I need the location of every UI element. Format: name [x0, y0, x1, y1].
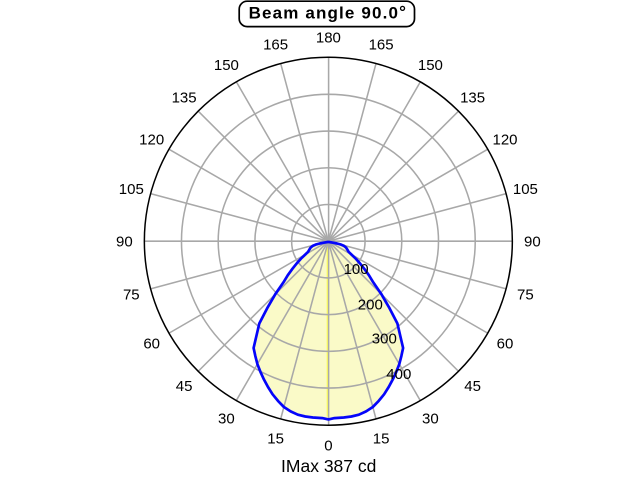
svg-text:60: 60	[497, 336, 514, 353]
svg-text:120: 120	[492, 132, 517, 149]
svg-text:165: 165	[263, 37, 288, 54]
svg-text:0: 0	[324, 438, 332, 455]
svg-text:400: 400	[386, 366, 411, 383]
svg-text:200: 200	[358, 296, 383, 313]
svg-text:15: 15	[373, 431, 390, 448]
svg-text:100: 100	[344, 261, 369, 278]
svg-text:90: 90	[116, 234, 133, 251]
svg-text:75: 75	[517, 286, 534, 303]
svg-text:30: 30	[422, 410, 439, 427]
svg-text:300: 300	[372, 330, 397, 347]
svg-text:180: 180	[316, 30, 341, 47]
svg-text:60: 60	[143, 336, 160, 353]
svg-text:105: 105	[119, 181, 144, 198]
svg-text:15: 15	[267, 431, 284, 448]
svg-text:150: 150	[418, 57, 443, 74]
svg-text:75: 75	[123, 286, 140, 303]
svg-text:165: 165	[369, 37, 394, 54]
svg-text:45: 45	[176, 378, 193, 395]
svg-text:30: 30	[218, 410, 235, 427]
svg-text:105: 105	[513, 181, 538, 198]
svg-text:Beam angle 90.0°: Beam angle 90.0°	[249, 3, 407, 23]
svg-text:IMax 387 cd: IMax 387 cd	[281, 456, 376, 476]
svg-text:150: 150	[214, 57, 239, 74]
svg-text:135: 135	[460, 89, 485, 106]
svg-text:90: 90	[524, 234, 541, 251]
svg-text:45: 45	[464, 378, 481, 395]
svg-text:120: 120	[139, 132, 164, 149]
svg-text:135: 135	[172, 89, 197, 106]
